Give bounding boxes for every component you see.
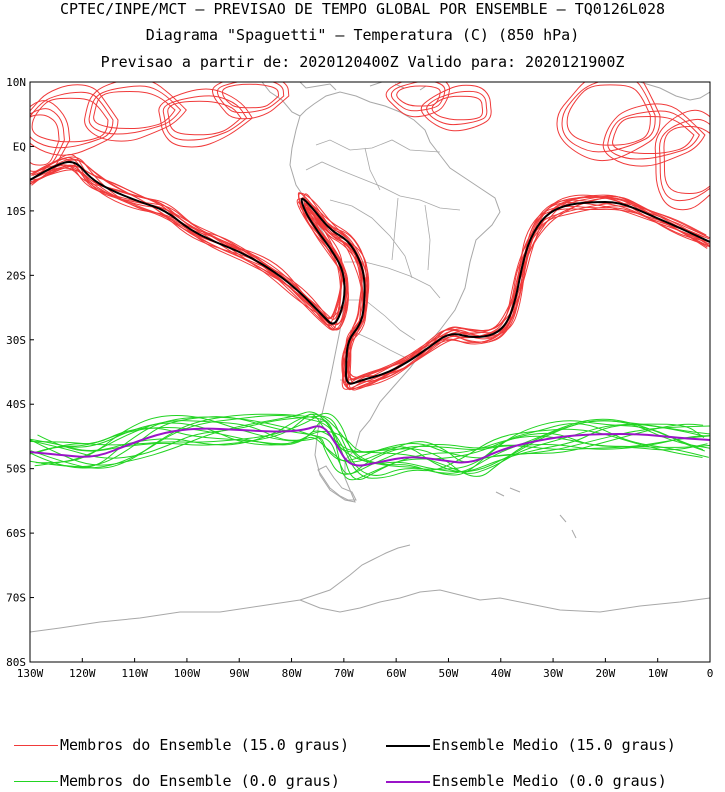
- member-0-contour: [30, 414, 708, 480]
- mean-15-contour: [30, 160, 710, 385]
- legend-label-mean0: Ensemble Medio (0.0 graus): [432, 772, 667, 790]
- lat-label: 50S: [6, 463, 26, 476]
- member-15-loop: [212, 82, 290, 120]
- legend-swatch-red: [14, 745, 58, 746]
- member-0-contour: [30, 411, 703, 479]
- member-15-loop: [612, 116, 695, 154]
- legend-label-member15: Membros do Ensemble (15.0 graus): [60, 736, 349, 754]
- member-15-loop: [30, 114, 60, 166]
- legend-member0: Membros do Ensemble (0.0 graus): [14, 772, 340, 790]
- member-0-contour: [30, 415, 709, 476]
- lon-label: 100W: [174, 667, 201, 680]
- member-15-loop: [602, 103, 706, 167]
- title-line-3: Previsao a partir de: 2020120400Z Valido…: [100, 53, 625, 71]
- member-0-contour: [35, 420, 710, 477]
- member-15-contour: [30, 156, 707, 378]
- lon-label: 110W: [121, 667, 148, 680]
- lon-label: 30W: [543, 667, 563, 680]
- lon-label: 40W: [491, 667, 511, 680]
- lat-label: 70S: [6, 592, 26, 605]
- member-15-loop: [216, 82, 285, 114]
- member-15-loop: [31, 97, 109, 143]
- member-15-loop: [561, 82, 656, 153]
- legend-label-member0: Membros do Ensemble (0.0 graus): [60, 772, 340, 790]
- lon-label: 60W: [386, 667, 406, 680]
- lat-label: 40S: [6, 398, 26, 411]
- axis-ticks: [29, 81, 711, 663]
- member-15-loop: [30, 100, 71, 180]
- member-15-contour: [31, 159, 705, 381]
- legend-member15: Membros do Ensemble (15.0 graus): [14, 736, 349, 754]
- lon-label: 120W: [69, 667, 96, 680]
- plot-frame: [29, 81, 711, 663]
- lon-label: 70W: [334, 667, 354, 680]
- lon-label: 80W: [282, 667, 302, 680]
- lon-label: 20W: [595, 667, 615, 680]
- member-15-loop: [390, 82, 446, 112]
- central-america-coast: [261, 82, 427, 117]
- lon-label: 50W: [439, 667, 459, 680]
- member-15-loop: [431, 95, 484, 121]
- lat-label: EQ: [13, 140, 26, 153]
- legend-swatch-purple: [386, 780, 430, 783]
- lon-label: 90W: [229, 667, 249, 680]
- member-15-contour: [34, 153, 708, 380]
- antarctica-coast: [30, 514, 710, 633]
- means-group: [30, 160, 710, 467]
- member-15-loop: [663, 126, 710, 194]
- country-borders: [305, 139, 461, 381]
- member-15-loop: [88, 85, 182, 135]
- legend-swatch-black: [386, 744, 430, 747]
- legend-label-mean15: Ensemble Medio (15.0 graus): [432, 736, 676, 754]
- mean-0-contour: [30, 425, 710, 467]
- member-15-loop: [30, 91, 114, 149]
- lon-labels: 130W 120W 110W 100W 90W 80W 70W 60W 50W 40W 30W 20W…: [17, 667, 714, 680]
- legend-mean0: Ensemble Medio (0.0 graus): [386, 772, 667, 790]
- lat-label: 60S: [6, 527, 26, 540]
- lat-label: 20S: [6, 269, 26, 282]
- spaghetti-map: 10N EQ 10S 20S 30S 40S 50S 60S 70S 80S 130W 120W 11…: [6, 76, 714, 680]
- coastlines: [30, 82, 710, 633]
- member-15-loop: [30, 84, 119, 156]
- lat-label: 10N: [6, 76, 26, 89]
- members-0-group: [30, 411, 710, 481]
- lat-label: 80S: [6, 656, 26, 669]
- member-15-loop: [420, 84, 492, 132]
- member-15-loop: [158, 88, 253, 148]
- lat-label: 30S: [6, 334, 26, 347]
- lon-label: 10W: [648, 667, 668, 680]
- member-15-loop: [221, 83, 280, 109]
- member-15-loop: [385, 82, 451, 118]
- legend-mean15: Ensemble Medio (15.0 graus): [386, 736, 676, 754]
- member-15-loop: [93, 91, 176, 129]
- africa-coast: [639, 82, 710, 101]
- member-15-loop: [30, 108, 65, 172]
- member-0-contour: [41, 416, 710, 475]
- lat-labels: 10N EQ 10S 20S 30S 40S 50S 60S 70S 80S: [6, 76, 26, 669]
- member-15-loop: [556, 82, 661, 162]
- member-15-contour: [32, 167, 710, 391]
- member-15-loop: [162, 95, 248, 141]
- title-line-1: CPTEC/INPE/MCT – PREVISAO DE TEMPO GLOBA…: [59, 0, 666, 18]
- members-15-group: [30, 82, 710, 391]
- member-0-contour: [30, 413, 704, 474]
- lat-label: 10S: [6, 205, 26, 218]
- member-15-loop: [426, 90, 488, 126]
- member-0-contour: [37, 413, 705, 476]
- member-15-loop: [659, 118, 710, 202]
- lon-label: 130W: [17, 667, 44, 680]
- lon-label: 0: [707, 667, 714, 680]
- member-15-loop: [84, 82, 187, 142]
- member-0-contour: [30, 413, 710, 481]
- title-line-2: Diagrama "Spaguetti" – Temperatura (C) (…: [145, 26, 580, 44]
- member-15-loop: [396, 85, 441, 107]
- member-15-loop: [566, 84, 651, 146]
- member-15-contour: [34, 157, 710, 384]
- member-15-loop: [167, 100, 242, 136]
- member-15-loop: [607, 110, 701, 160]
- tierra-del-fuego-coast: [317, 465, 521, 501]
- member-15-loop: [654, 109, 710, 211]
- legend-swatch-green: [14, 781, 58, 782]
